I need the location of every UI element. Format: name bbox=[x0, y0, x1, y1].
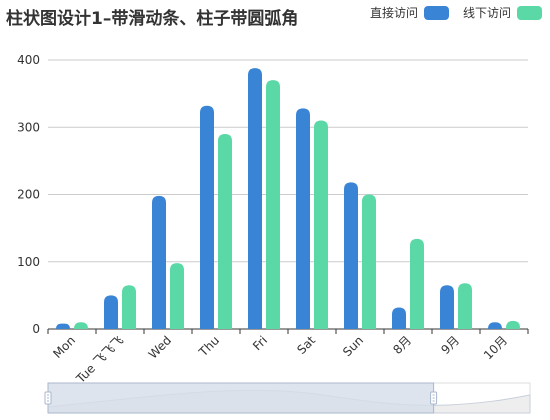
legend-item-offline[interactable]: 线下访问 bbox=[463, 4, 542, 21]
bar-direct-5[interactable] bbox=[296, 108, 310, 329]
x-tick-label-1: Tue 飞飞飞 bbox=[73, 333, 126, 386]
y-tick-label-2: 200 bbox=[17, 188, 40, 202]
x-tick-label-9: 10月 bbox=[481, 333, 510, 362]
y-tick-label-4: 400 bbox=[17, 53, 40, 67]
bar-offline-6[interactable] bbox=[362, 194, 376, 330]
legend-swatch-offline bbox=[517, 5, 542, 20]
legend-item-direct[interactable]: 直接访问 bbox=[370, 4, 449, 21]
bar-offline-8[interactable] bbox=[458, 283, 472, 329]
bar-direct-4[interactable] bbox=[248, 68, 262, 329]
bar-offline-0[interactable] bbox=[74, 322, 88, 329]
bar-offline-1[interactable] bbox=[122, 285, 136, 329]
x-tick-label-0: Mon bbox=[50, 333, 78, 361]
y-tick-label-1: 100 bbox=[17, 255, 40, 269]
chart-legend: 直接访问 线下访问 bbox=[370, 4, 542, 21]
y-tick-label-3: 300 bbox=[17, 120, 40, 134]
bar-offline-9[interactable] bbox=[506, 320, 520, 329]
bar-offline-7[interactable] bbox=[410, 238, 424, 329]
bar-offline-3[interactable] bbox=[218, 133, 232, 329]
x-tick-label-5: Sat bbox=[294, 333, 318, 357]
bar-direct-0[interactable] bbox=[56, 323, 70, 329]
y-tick-label-0: 0 bbox=[32, 322, 40, 336]
x-tick-label-7: 8月 bbox=[390, 333, 414, 357]
legend-label-direct: 直接访问 bbox=[369, 6, 418, 20]
bar-offline-4[interactable] bbox=[266, 80, 280, 329]
chart-title: 柱状图设计1–带滑动条、柱子带圆弧角 bbox=[6, 9, 299, 29]
bar-direct-1[interactable] bbox=[104, 295, 118, 329]
bar-direct-2[interactable] bbox=[152, 195, 166, 329]
bar-offline-2[interactable] bbox=[170, 263, 184, 329]
x-tick-label-4: Fri bbox=[250, 333, 270, 353]
bar-direct-8[interactable] bbox=[440, 285, 454, 329]
bar-direct-6[interactable] bbox=[344, 182, 358, 329]
x-tick-label-3: Thu bbox=[196, 333, 223, 360]
bar-direct-3[interactable] bbox=[200, 105, 214, 329]
datazoom-selection[interactable] bbox=[47, 382, 435, 414]
x-tick-label-6: Sun bbox=[340, 333, 366, 359]
x-tick-label-2: Wed bbox=[146, 333, 174, 361]
bar-direct-9[interactable] bbox=[488, 322, 502, 329]
x-tick-label-8: 9月 bbox=[438, 333, 462, 357]
bar-direct-7[interactable] bbox=[392, 307, 406, 329]
legend-label-offline: 线下访问 bbox=[462, 6, 511, 20]
bar-offline-5[interactable] bbox=[314, 120, 328, 330]
legend-swatch-direct bbox=[423, 5, 449, 20]
